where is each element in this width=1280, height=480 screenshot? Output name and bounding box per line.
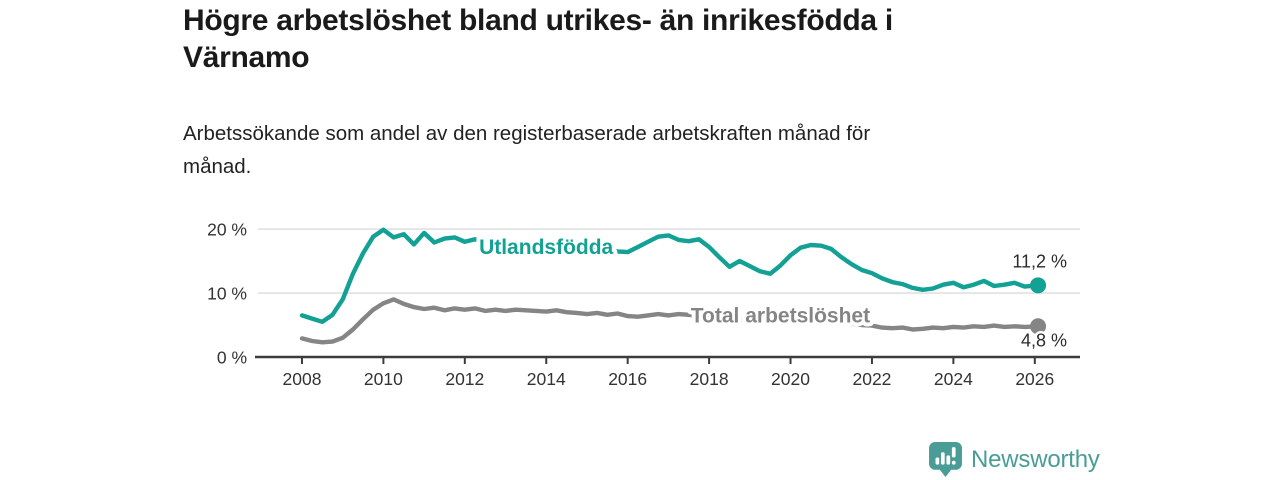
annotations: 11,2 % 4,8 % Utlandsfödda Total arbetslöshe… <box>475 232 1069 353</box>
series-end-dot-total-arbetsl-shet <box>1030 318 1047 335</box>
page-title: Högre arbetslöshet bland utrikes- än inr… <box>183 2 1043 76</box>
x-tick-labels: 2008 2010 2012 2014 2016 2018 2020 2022 2024 2026 <box>283 369 1055 389</box>
newsworthy-wordmark: Newsworthy <box>971 445 1100 473</box>
series-line-total-arbetsl-shet <box>299 297 1041 345</box>
y-tick-label: 20 % <box>207 220 247 240</box>
chart-subtitle-line1: Arbetssökande som andel av den registerb… <box>183 122 871 145</box>
chart-subtitle: Arbetssökande som andel av den registerb… <box>183 117 1043 183</box>
series-end-value-utlandsf-dda: 11,2 % <box>1012 251 1067 271</box>
x-tick-label: 2008 <box>283 369 322 389</box>
series-end-value-total-arbetsl-shet: 4,8 % <box>1021 330 1067 350</box>
newsworthy-logo[interactable]: Newsworthy <box>929 442 1100 477</box>
x-tick-label: 2020 <box>771 369 810 389</box>
series-label-utlandsf-dda: Utlandsfödda <box>479 236 613 259</box>
y-tick-labels: 0 % 10 % 20 % <box>207 220 247 368</box>
x-tick-label: 2026 <box>1015 369 1054 389</box>
x-tick-label: 2014 <box>527 369 566 389</box>
page-title-line2: Värnamo <box>183 41 310 74</box>
x-tick-label: 2024 <box>934 369 973 389</box>
series-lines <box>299 227 1041 345</box>
x-tick-label: 2016 <box>608 369 647 389</box>
x-axis <box>255 355 1080 364</box>
chart-subtitle-line2: månad. <box>183 155 252 178</box>
x-tick-label: 2012 <box>445 369 484 389</box>
gridlines <box>258 228 1080 294</box>
y-tick-label: 0 % <box>217 348 247 368</box>
bar-chart-bubble-icon <box>929 442 962 477</box>
y-tick-label: 10 % <box>207 284 247 304</box>
page-title-line1: Högre arbetslöshet bland utrikes- än inr… <box>183 4 893 37</box>
x-tick-label: 2018 <box>690 369 729 389</box>
series-line-utlandsf-dda <box>299 227 1041 324</box>
x-tick-label: 2022 <box>852 369 891 389</box>
series-end-dot-utlandsf-dda <box>1030 277 1047 294</box>
x-tick-label: 2010 <box>364 369 403 389</box>
series-label-total-arbetsl-shet: Total arbetslöshet <box>691 304 870 327</box>
